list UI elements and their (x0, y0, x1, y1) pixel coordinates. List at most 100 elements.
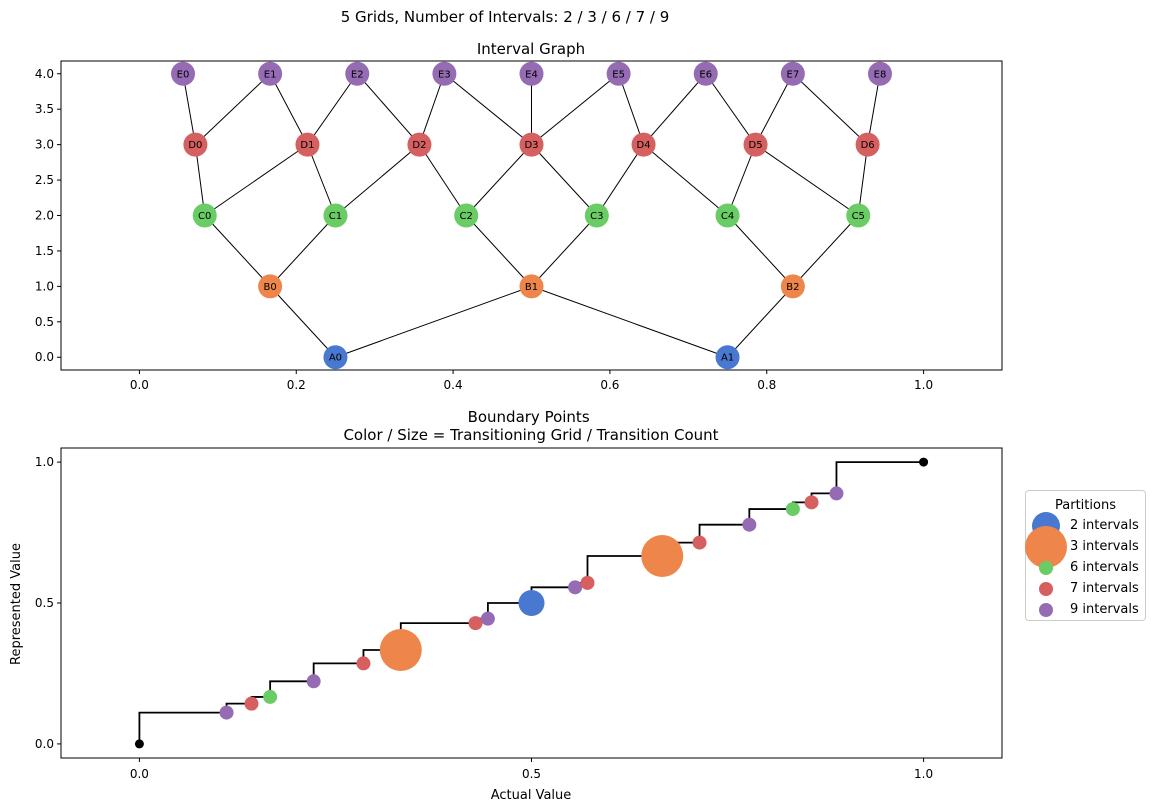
graph-node-label: C3 (590, 211, 603, 222)
x-tick-label: 0.0 (130, 767, 149, 781)
endpoint-marker (134, 739, 144, 749)
graph-node-C5 (846, 203, 871, 228)
graph-node-E6 (693, 61, 718, 86)
boundary-point (518, 590, 545, 616)
graph-node-label: D5 (749, 140, 763, 151)
boundary-points-title-line-2: Color / Size = Transitioning Grid / Tran… (343, 426, 718, 444)
graph-node-label: C2 (459, 211, 472, 222)
y-tick-label: 1.0 (35, 455, 54, 469)
y-tick-label: 0.5 (35, 596, 54, 610)
legend-label: 2 intervals (1070, 518, 1139, 533)
graph-edge (269, 286, 336, 358)
graph-edge (792, 73, 868, 145)
interval-graph-edges (182, 73, 881, 358)
graph-node-D1 (295, 132, 320, 157)
graph-node-label: E6 (699, 69, 712, 80)
boundary-point (480, 611, 495, 626)
y-tick-label: 2.5 (35, 173, 54, 187)
graph-edge (531, 73, 619, 146)
graph-edge (204, 215, 271, 287)
legend-label: 9 intervals (1070, 602, 1139, 617)
graph-node-E2 (345, 61, 370, 86)
boundary-point (263, 689, 278, 704)
graph-edge (792, 215, 859, 287)
legend-items: 2 intervals 3 intervals 6 intervals 7 inter… (1025, 511, 1145, 620)
y-tick-label: 3.5 (35, 102, 54, 116)
boundary-points-title: Boundary Points Color / Size = Transitio… (343, 408, 718, 444)
y-tick-label: 0.0 (35, 737, 54, 751)
graph-node-C2 (454, 203, 479, 228)
boundary-point (219, 705, 234, 720)
graph-edge (465, 144, 532, 216)
boundary-point (742, 517, 757, 532)
graph-node-label: E2 (351, 69, 364, 80)
boundary-points-panel: Boundary Points Color / Size = Transitio… (9, 408, 1003, 803)
graph-edge (618, 73, 645, 145)
legend-marker (1039, 602, 1053, 617)
y-tick-label: 1.0 (35, 279, 54, 293)
graph-edge (755, 73, 794, 145)
graph-node-B2 (780, 274, 805, 299)
graph-edge (335, 285, 532, 358)
legend-marker (1039, 560, 1053, 575)
legend-item: 7 intervals (1026, 578, 1145, 599)
graph-edge (307, 73, 358, 145)
x-tick-label: 1.0 (914, 378, 933, 392)
graph-node-E4 (519, 61, 544, 86)
graph-node-D5 (743, 132, 768, 157)
legend-item: 6 intervals (1026, 557, 1145, 578)
graph-node-label: C0 (198, 211, 211, 222)
graph-node-D4 (631, 132, 656, 157)
y-tick-label: 0.0 (35, 350, 54, 364)
x-tick-label: 0.2 (287, 378, 306, 392)
boundary-point (306, 674, 321, 689)
legend-label: 3 intervals (1070, 539, 1139, 554)
graph-node-label: E8 (874, 69, 887, 80)
boundary-point (829, 486, 844, 501)
graph-edge (643, 73, 707, 145)
graph-edge (755, 144, 859, 216)
interval-graph-title: Interval Graph (477, 40, 585, 58)
graph-node-label: D1 (300, 140, 314, 151)
graph-node-label: C5 (852, 211, 865, 222)
graph-edge (531, 144, 598, 216)
boundary-point (244, 696, 259, 711)
graph-edge (465, 215, 532, 287)
graph-node-C3 (584, 203, 609, 228)
graph-node-C1 (323, 203, 348, 228)
graph-edge (531, 285, 728, 358)
graph-node-label: D3 (524, 140, 538, 151)
graph-edge (269, 215, 336, 287)
legend-item: 9 intervals (1026, 599, 1145, 620)
graph-edge (643, 144, 728, 216)
graph-node-label: A1 (721, 353, 734, 364)
graph-node-D0 (183, 132, 208, 157)
x-tick-label: 0.5 (522, 767, 541, 781)
graph-edge (531, 215, 598, 287)
graph-node-label: D0 (188, 140, 202, 151)
graph-node-label: B1 (525, 282, 538, 293)
graph-node-B1 (519, 274, 544, 299)
graph-edge (306, 144, 336, 216)
graph-node-label: C4 (721, 211, 734, 222)
boundary-point (785, 502, 800, 517)
legend-label: 6 intervals (1070, 560, 1139, 575)
graph-edge (269, 73, 308, 145)
graph-edge (596, 144, 644, 216)
boundary-point (692, 535, 707, 550)
graph-edge (727, 286, 794, 358)
boundary-point (468, 616, 483, 631)
x-axis-label: Actual Value (491, 788, 572, 803)
graph-node-E8 (867, 61, 892, 86)
graph-node-D2 (407, 132, 432, 157)
graph-edge (444, 73, 532, 146)
graph-node-A0 (323, 345, 348, 370)
graph-node-label: E7 (787, 69, 800, 80)
graph-edge (705, 73, 756, 145)
graph-node-A1 (715, 345, 740, 370)
boundary-point (568, 580, 583, 595)
graph-edge (195, 73, 271, 145)
x-tick-label: 0.4 (444, 378, 463, 392)
y-axis-label: Represented Value (9, 543, 24, 665)
y-tick-label: 3.0 (35, 138, 54, 152)
